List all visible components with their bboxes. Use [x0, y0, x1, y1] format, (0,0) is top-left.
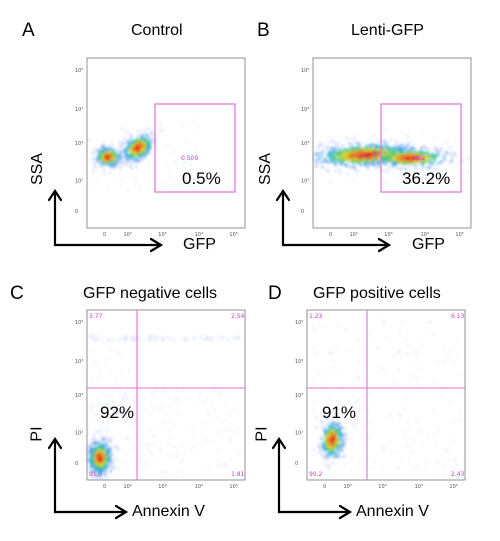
panel-d-density: [312, 319, 462, 478]
panel-d-x-tick: 10⁴: [415, 484, 423, 490]
panel-b-gate-percent: 36.2%: [402, 169, 451, 188]
panel-c-x-tick: 10²: [124, 484, 132, 490]
panel-c-q-ll: 91.9: [89, 471, 103, 478]
panel-a-y-tick: 10³: [75, 141, 83, 147]
panel-b-y-tick: 10⁵: [301, 68, 309, 74]
panel-b-x-tick: 10⁴: [421, 232, 429, 238]
panel-d-x-tick: 0: [323, 484, 326, 490]
panel-b-x-tick: 10⁵: [455, 232, 463, 238]
panel-b-gate: [380, 103, 462, 193]
panel-d-y-tick: 0: [295, 461, 298, 467]
tick-labels: 0 10² 10³ 10⁴ 10⁵ 0 10² 10³ 10⁴ 10⁵ 0 10² 10³ 10⁴ 10⁵ 0…: [75, 68, 464, 490]
panel-a-x-tick: 10³: [158, 232, 166, 238]
panel-b-y-tick: 10²: [301, 178, 309, 184]
panel-c-y-tick: 0: [75, 461, 78, 467]
panel-a-gate: [154, 103, 236, 193]
panel-d-main-percent: 91%: [322, 403, 357, 422]
panel-b-title: Lenti-GFP: [351, 22, 424, 39]
panel-a-plot: [86, 57, 246, 229]
panel-a-title: Control: [131, 22, 183, 39]
panel-c-x-tick: 10⁵: [229, 484, 237, 490]
panel-a-x-tick: 10⁴: [195, 232, 203, 238]
panel-b-x-tick: 10²: [350, 232, 358, 238]
panel-b-gate-value: 36.2: [412, 155, 426, 162]
panel-b-frame: [312, 57, 472, 229]
panel-d-y-tick: 10⁵: [295, 320, 303, 326]
panel-b-y-tick: 10⁴: [301, 107, 309, 113]
panel-d-q-lr: 2.43: [451, 471, 465, 478]
panel-a-y-tick: 10⁵: [75, 68, 83, 74]
axis-arrows: [47, 189, 392, 520]
panel-c-y-tick: 10²: [75, 430, 83, 436]
panel-d-y-tick: 10⁴: [295, 359, 303, 365]
panel-c-y-tick: 10⁴: [75, 359, 83, 365]
panel-c-x-tick: 10⁴: [195, 484, 203, 490]
panel-c-x-tick: 10³: [158, 484, 166, 490]
panel-b-x-label: GFP: [412, 236, 445, 253]
panel-b-y-tick: 0: [301, 209, 304, 215]
panel-c-y-label: PI: [28, 426, 46, 442]
panel-d-q-ll: 90.2: [309, 471, 323, 478]
panel-d-letter: D: [268, 283, 282, 304]
panel-a-y-label: SSA: [29, 152, 47, 186]
panel-a-gate-percent: 0.5%: [182, 169, 221, 188]
panel-d-x-tick: 10²: [344, 484, 352, 490]
panel-b-plot: [312, 57, 472, 229]
panel-b-x-tick: 10³: [384, 232, 392, 238]
panel-d-y-tick: 10²: [295, 430, 303, 436]
panel-c-title: GFP negative cells: [83, 285, 217, 302]
panel-a-letter: A: [22, 20, 35, 41]
panel-c-letter: C: [10, 283, 24, 304]
panel-c-density: [86, 335, 241, 480]
panel-a-y-tick: 10²: [75, 178, 83, 184]
panel-c-q-ul: 3.77: [89, 313, 103, 320]
panel-c-q-ur: 2.54: [231, 313, 245, 320]
panel-c-q-lr: 1.81: [231, 471, 245, 478]
panel-a-x-tick: 0: [103, 232, 106, 238]
panel-d-x-tick: 10³: [378, 484, 386, 490]
panel-c-x-label: Annexin V: [132, 503, 205, 520]
panel-b-y-tick: 10³: [301, 141, 309, 147]
panel-b-letter: B: [257, 20, 270, 41]
panel-a-frame: [86, 57, 246, 229]
panel-b-y-label: SSA: [257, 152, 275, 186]
panel-c-y-tick: 10³: [75, 393, 83, 399]
panel-a-density: [88, 119, 200, 191]
panel-c-x-tick: 0: [103, 484, 106, 490]
panel-d-q-ul: 1.23: [309, 313, 323, 320]
panel-d-q-ur: 6.13: [451, 313, 465, 320]
panel-d-title: GFP positive cells: [313, 285, 441, 302]
panel-d-x-tick: 10⁵: [449, 484, 457, 490]
panel-d-y-tick: 10³: [295, 393, 303, 399]
panel-a-y-tick: 0: [75, 209, 78, 215]
panel-c-plot: [86, 309, 246, 481]
panel-c-frame: [86, 309, 246, 481]
panel-c-y-tick: 10⁵: [75, 320, 83, 326]
panel-a-x-tick: 10²: [124, 232, 132, 238]
panel-d-y-label: PI: [253, 426, 271, 442]
panel-b-density: [312, 129, 471, 186]
panel-b-x-tick: 0: [329, 232, 332, 238]
panel-d-plot: [306, 309, 466, 481]
panel-a-gate-value: 0.509: [181, 155, 198, 162]
panel-a-y-tick: 10⁴: [75, 107, 83, 113]
panel-a-x-label: GFP: [183, 236, 216, 253]
panel-c-main-percent: 92%: [100, 403, 135, 422]
panel-d-x-label: Annexin V: [356, 503, 429, 520]
panel-a-x-tick: 10⁵: [229, 232, 237, 238]
